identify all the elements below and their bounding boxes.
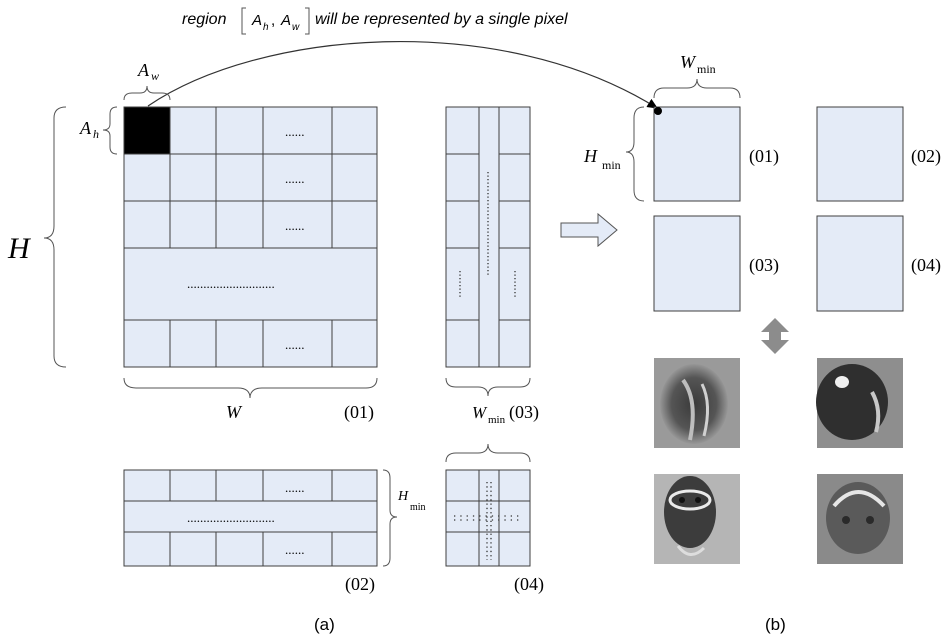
right-arrow	[560, 212, 618, 248]
tag-a-01: (01)	[344, 402, 374, 423]
svg-text:min: min	[488, 414, 506, 426]
grid-04	[445, 469, 531, 567]
reduced-map-04	[816, 215, 904, 312]
hmin-label-b: H min	[583, 106, 645, 202]
svg-text:min: min	[697, 62, 716, 76]
h-label: H	[7, 106, 67, 368]
svg-text:......: ......	[285, 124, 305, 139]
svg-text:......: ......	[285, 542, 305, 557]
svg-text:......: ......	[285, 218, 305, 233]
svg-text:A: A	[280, 12, 291, 29]
svg-text:min: min	[410, 502, 426, 513]
svg-text:h: h	[93, 127, 99, 141]
tag-b-04: (04)	[911, 255, 941, 276]
svg-text:A: A	[137, 60, 150, 80]
svg-text:w: w	[151, 69, 159, 83]
svg-text:,: ,	[271, 12, 275, 29]
reduced-map-01	[653, 106, 741, 202]
grid-02: ...... ........................... .....…	[123, 469, 378, 567]
svg-text:W: W	[226, 402, 243, 422]
hmin-label-a: H min	[382, 469, 426, 567]
svg-text:H: H	[583, 146, 598, 166]
ah-label: A h	[79, 106, 118, 155]
svg-text:......: ......	[285, 480, 305, 495]
caption-a: (a)	[314, 615, 335, 634]
wmin-label-a04	[445, 443, 531, 463]
svg-text:W: W	[680, 52, 697, 72]
tag-a-02: (02)	[345, 574, 375, 595]
svg-text:H: H	[397, 489, 409, 504]
svg-text:A: A	[79, 118, 92, 138]
reduced-map-02	[816, 106, 904, 202]
tag-a-03: (03)	[509, 402, 539, 423]
double-arrow	[761, 318, 789, 354]
svg-text:......: ......	[285, 171, 305, 186]
svg-text:h: h	[263, 22, 269, 33]
svg-text:H: H	[7, 232, 32, 265]
grid-03	[445, 106, 531, 368]
tag-b-03: (03)	[749, 255, 779, 276]
selected-region-cell	[123, 106, 171, 155]
face-image-01	[654, 358, 740, 448]
svg-text:A: A	[251, 12, 262, 29]
reduced-map-03	[653, 215, 741, 312]
top-caption: region A h , A w will be represented by …	[182, 7, 568, 35]
grid-01: ...... ...... ...... ...................…	[123, 106, 378, 368]
face-image-04	[817, 474, 903, 564]
wmin-label-b: W min	[653, 52, 741, 99]
aw-label: A w	[123, 60, 171, 101]
svg-text:will be represented by a singl: will be represented by a single pixel	[315, 11, 568, 28]
svg-text:...........................: ...........................	[187, 510, 275, 525]
caption-b: (b)	[765, 615, 786, 634]
tag-a-04: (04)	[514, 574, 544, 595]
svg-text:min: min	[602, 158, 621, 172]
tag-b-01: (01)	[749, 146, 779, 167]
svg-text:region: region	[182, 11, 227, 28]
wmin-label-a: W min	[445, 377, 531, 426]
face-image-02	[816, 358, 903, 448]
svg-text:w: w	[292, 22, 300, 33]
mapping-arrow	[147, 41, 659, 109]
w-label: W	[123, 377, 378, 422]
face-image-03	[654, 474, 740, 564]
svg-text:...........................: ...........................	[187, 276, 275, 291]
svg-text:......: ......	[285, 337, 305, 352]
tag-b-02: (02)	[911, 146, 941, 167]
svg-text:W: W	[472, 403, 488, 422]
